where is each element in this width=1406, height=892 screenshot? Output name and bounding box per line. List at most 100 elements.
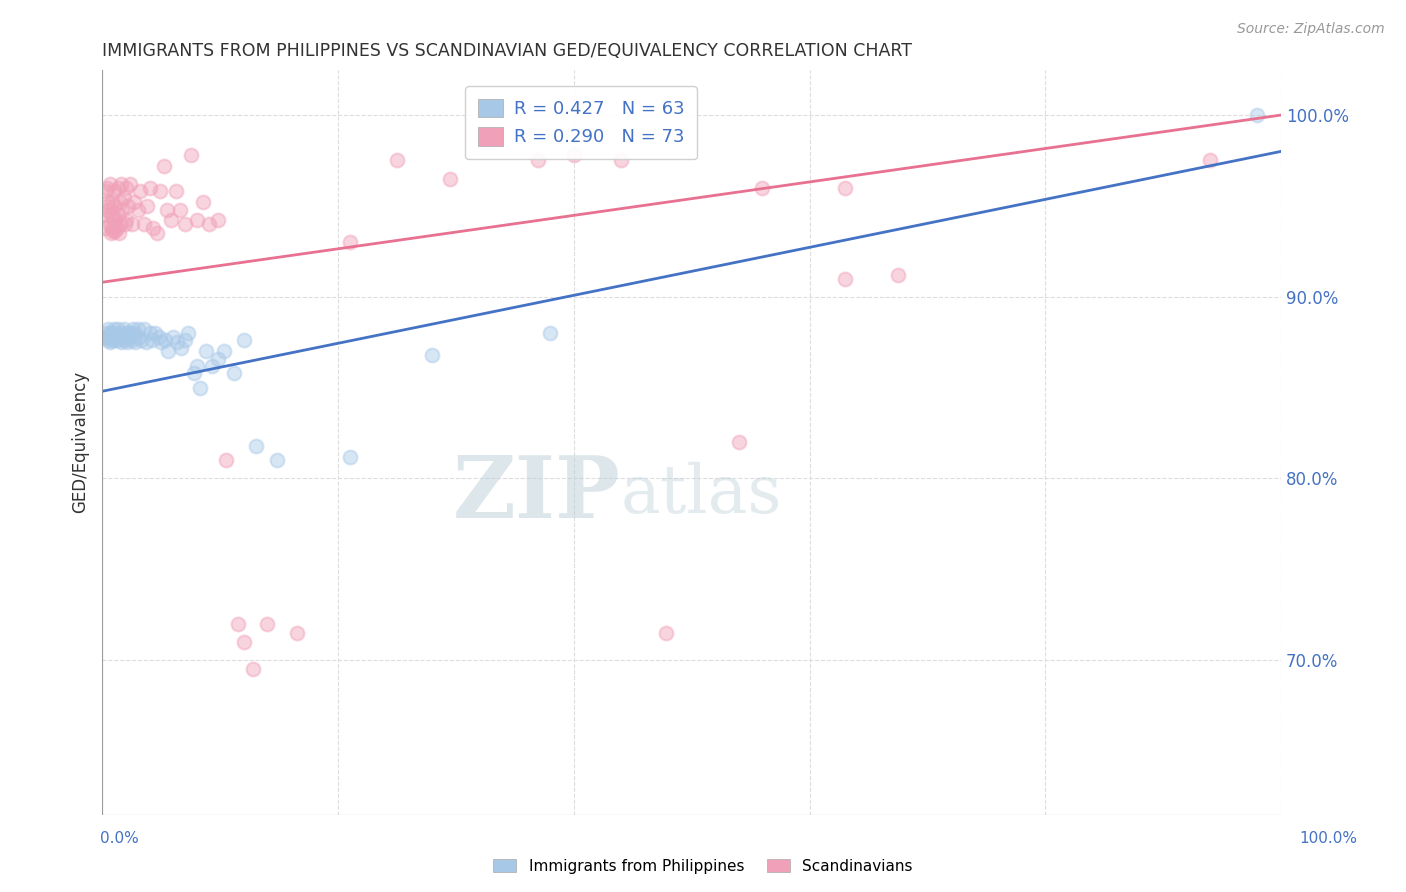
Point — [180, 148, 202, 162]
Point — [103, 185, 125, 199]
Point — [100, 226, 122, 240]
Point — [105, 329, 128, 343]
Point — [538, 326, 561, 340]
Point — [101, 195, 124, 210]
Point — [1246, 108, 1268, 122]
Point — [107, 322, 129, 336]
Point — [188, 381, 211, 395]
Point — [887, 268, 910, 282]
Point — [166, 335, 188, 350]
Point — [256, 616, 278, 631]
Point — [138, 180, 160, 194]
Point — [110, 335, 132, 350]
Point — [422, 348, 444, 362]
Point — [170, 341, 193, 355]
Point — [103, 334, 125, 348]
Point — [191, 195, 214, 210]
Point — [115, 326, 138, 340]
Point — [94, 329, 117, 343]
Point — [215, 453, 238, 467]
Point — [103, 199, 125, 213]
Point — [105, 220, 128, 235]
Point — [186, 359, 208, 373]
Point — [195, 344, 218, 359]
Point — [1199, 153, 1222, 168]
Point — [156, 202, 179, 217]
Legend: Immigrants from Philippines, Scandinavians: Immigrants from Philippines, Scandinavia… — [488, 853, 918, 880]
Point — [94, 185, 117, 199]
Point — [122, 322, 145, 336]
Point — [655, 626, 678, 640]
Text: Source: ZipAtlas.com: Source: ZipAtlas.com — [1237, 22, 1385, 37]
Point — [98, 177, 121, 191]
Point — [169, 202, 191, 217]
Point — [285, 626, 308, 640]
Point — [242, 662, 264, 676]
Point — [118, 329, 141, 343]
Point — [201, 359, 224, 373]
Point — [108, 195, 131, 210]
Point — [94, 208, 117, 222]
Point — [153, 334, 176, 348]
Point — [108, 217, 131, 231]
Point — [94, 326, 117, 340]
Point — [104, 213, 127, 227]
Point — [108, 334, 131, 348]
Point — [183, 366, 205, 380]
Point — [98, 335, 121, 350]
Y-axis label: GED/Equivalency: GED/Equivalency — [72, 371, 89, 513]
Point — [103, 322, 125, 336]
Point — [107, 180, 129, 194]
Point — [110, 177, 132, 191]
Point — [150, 335, 173, 350]
Point — [226, 616, 249, 631]
Point — [117, 199, 139, 213]
Text: ZIP: ZIP — [453, 452, 621, 536]
Point — [115, 180, 138, 194]
Point — [121, 217, 143, 231]
Point — [108, 226, 131, 240]
Point — [152, 159, 174, 173]
Point — [98, 326, 121, 340]
Point — [111, 329, 134, 343]
Text: atlas: atlas — [621, 462, 783, 527]
Point — [114, 217, 136, 231]
Point — [174, 217, 197, 231]
Point — [339, 450, 361, 464]
Point — [527, 153, 550, 168]
Point — [141, 334, 163, 348]
Point — [94, 220, 117, 235]
Point — [145, 326, 167, 340]
Point — [266, 453, 288, 467]
Point — [159, 213, 181, 227]
Point — [127, 202, 149, 217]
Point — [100, 208, 122, 222]
Point — [101, 224, 124, 238]
Point — [224, 366, 246, 380]
Point — [101, 329, 124, 343]
Point — [121, 334, 143, 348]
Point — [232, 334, 254, 348]
Point — [207, 213, 229, 227]
Point — [100, 326, 122, 340]
Point — [115, 335, 138, 350]
Point — [114, 334, 136, 348]
Point — [162, 329, 184, 343]
Point — [117, 326, 139, 340]
Point — [98, 217, 121, 231]
Point — [108, 326, 131, 340]
Point — [186, 213, 208, 227]
Point — [128, 329, 150, 343]
Point — [727, 435, 749, 450]
Text: 100.0%: 100.0% — [1299, 831, 1358, 846]
Point — [562, 148, 585, 162]
Point — [118, 177, 141, 191]
Text: IMMIGRANTS FROM PHILIPPINES VS SCANDINAVIAN GED/EQUIVALENCY CORRELATION CHART: IMMIGRANTS FROM PHILIPPINES VS SCANDINAV… — [103, 42, 912, 60]
Point — [127, 322, 149, 336]
Point — [136, 199, 159, 213]
Point — [97, 202, 120, 217]
Point — [339, 235, 361, 250]
Point — [112, 322, 135, 336]
Point — [97, 195, 120, 210]
Point — [135, 335, 157, 350]
